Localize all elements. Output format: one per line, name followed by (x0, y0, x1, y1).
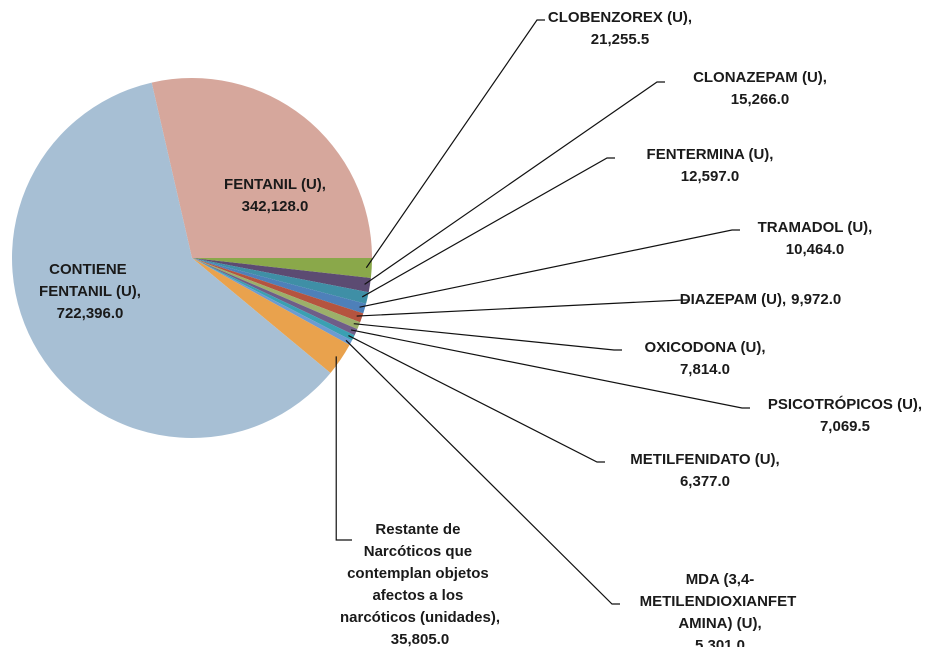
label-line: FENTANIL (U), (39, 283, 141, 300)
label-line: PSICOTRÓPICOS (U), (768, 395, 922, 413)
value-label: 9,972.0 (791, 291, 841, 308)
slice-label: TRAMADOL (U), (758, 219, 873, 236)
pie-slice (192, 258, 361, 330)
slice-label: Restante de Narcóticos que contemplan ob… (340, 521, 500, 626)
label-line: FENTANIL (U), (224, 176, 326, 193)
leader-line (353, 323, 622, 351)
value-label: 21,255.5 (591, 31, 649, 48)
pie (12, 78, 372, 438)
label-line: afectos a los (372, 587, 467, 604)
value-label: 10,464.0 (786, 241, 844, 258)
label-line: CLONAZEPAM (U), (693, 69, 827, 86)
leader-line (350, 329, 750, 409)
value-label: 12,597.0 (681, 168, 739, 185)
label-line: METILENDIOXIANFET (640, 593, 801, 610)
value-label: 6,377.0 (680, 473, 730, 490)
pie-slice (192, 258, 367, 314)
label-line: MDA (3,4- (686, 571, 755, 588)
slice-label: CLOBENZOREX (U), (548, 9, 692, 26)
label-line: DIAZEPAM (U), (680, 291, 786, 308)
slice-label: OXICODONA (U), (644, 339, 765, 356)
label-line: METILFENIDATO (U), (630, 451, 779, 468)
leader-line (365, 19, 545, 269)
pie-slice (151, 78, 372, 258)
value-label: 5,301.0 (695, 637, 745, 647)
label-line: CLOBENZOREX (U), (548, 9, 692, 26)
slice-label: FENTANIL (U), (224, 176, 326, 193)
pie-slice (192, 258, 355, 341)
pie-slice (192, 258, 352, 346)
value-label: 342,128.0 (242, 198, 309, 215)
value-label: 15,266.0 (731, 91, 789, 108)
slice-label: PSICOTRÓPICOS (U), (768, 395, 922, 413)
label-line: OXICODONA (U), (644, 339, 765, 356)
value-label: 7,814.0 (680, 361, 730, 378)
pie-slice (192, 258, 372, 279)
leader-line (356, 299, 690, 317)
pie-slice (12, 82, 331, 438)
slice-label: FENTERMINA (U), (647, 146, 774, 163)
label-line: Narcóticos que (364, 543, 477, 560)
slice-label: CLONAZEPAM (U), (693, 69, 827, 86)
pie-slice (192, 258, 350, 373)
leader-line (361, 157, 615, 298)
slice-label: MDA (3,4- METILENDIOXIANFET AMINA) (U), (640, 571, 801, 632)
leader-line (359, 229, 740, 308)
pie-slice (192, 258, 371, 293)
label-line: TRAMADOL (U), (758, 219, 873, 236)
label-line: Restante de (375, 521, 464, 538)
slice-label: DIAZEPAM (U), (680, 291, 786, 308)
value-label: 7,069.5 (820, 418, 870, 435)
leader-line (335, 356, 352, 541)
leader-line (345, 339, 620, 605)
slice-label: CONTIENE FENTANIL (U), (39, 261, 141, 300)
label-line: narcóticos (unidades), (340, 609, 500, 626)
value-label: 35,805.0 (391, 631, 449, 647)
leader-line (364, 81, 665, 285)
label-line: AMINA) (U), (678, 615, 761, 632)
leader-line (348, 335, 605, 463)
slice-label: METILFENIDATO (U), (630, 451, 779, 468)
value-label: 722,396.0 (57, 305, 124, 322)
pie-slice (192, 258, 358, 336)
label-line: contemplan objetos (347, 565, 493, 582)
pie-slice (192, 258, 369, 304)
label-line: FENTERMINA (U), (647, 146, 774, 163)
pie-slice (192, 258, 364, 323)
label-line: CONTIENE (49, 261, 131, 278)
